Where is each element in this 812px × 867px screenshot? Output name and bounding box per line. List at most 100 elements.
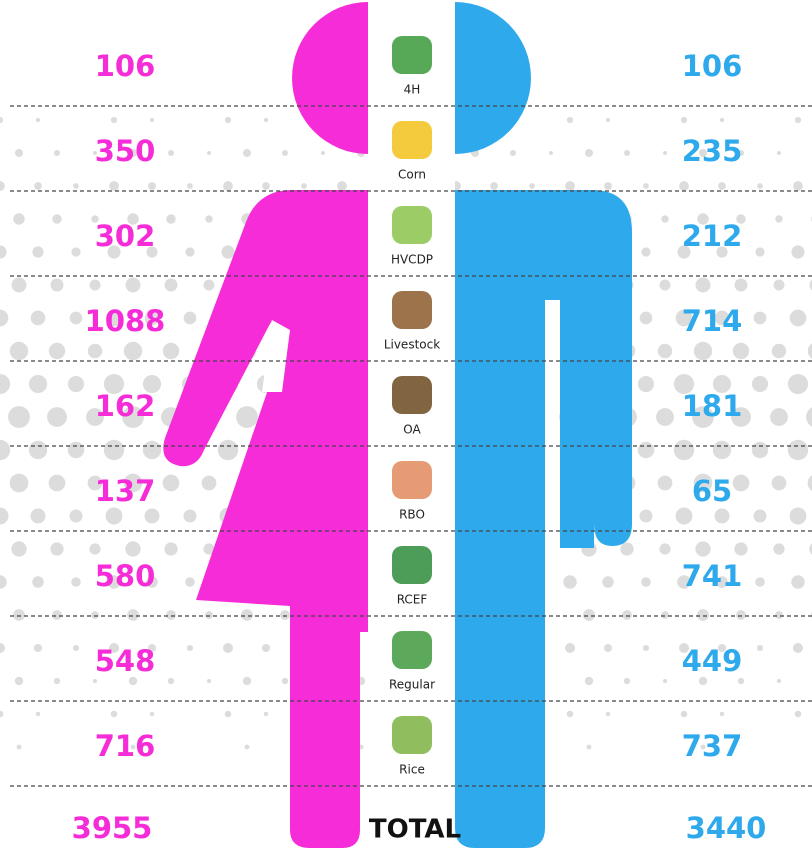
dot: [584, 676, 594, 686]
dot: [206, 150, 212, 156]
dot: [281, 677, 289, 685]
dot: [753, 509, 767, 523]
dot: [643, 183, 649, 189]
dot: [263, 117, 269, 123]
dot: [103, 439, 125, 461]
program-label: HVCDP: [391, 253, 433, 267]
dot: [693, 473, 713, 493]
female-count: 106: [95, 49, 156, 83]
female-count: 548: [95, 644, 156, 678]
dot: [771, 475, 787, 491]
dot: [142, 374, 162, 394]
dot: [71, 247, 81, 257]
dot: [13, 609, 25, 621]
dot: [108, 642, 120, 654]
dot: [700, 744, 706, 750]
dot: [34, 182, 42, 190]
male-count: 714: [682, 304, 743, 338]
dot: [241, 609, 253, 621]
dot: [583, 609, 595, 621]
dot: [127, 609, 139, 621]
dot: [662, 678, 668, 684]
dot: [162, 342, 180, 360]
dot: [281, 149, 289, 157]
dot: [203, 543, 215, 555]
dot: [714, 508, 730, 524]
dot: [146, 576, 158, 588]
dot: [107, 245, 121, 259]
dot: [128, 148, 138, 158]
dot: [263, 711, 269, 717]
dot: [110, 710, 118, 718]
dot: [73, 183, 79, 189]
dot: [719, 117, 725, 123]
dot: [149, 117, 155, 123]
dot: [53, 149, 61, 157]
dot: [0, 373, 11, 395]
dot: [734, 542, 748, 556]
dot: [773, 543, 785, 555]
dot: [223, 181, 233, 191]
icon: [392, 291, 432, 329]
dot: [89, 543, 101, 555]
dot: [659, 279, 671, 291]
icon: [392, 631, 432, 669]
dot: [92, 678, 98, 684]
dot: [566, 710, 574, 718]
dot: [167, 149, 175, 157]
dot: [776, 150, 782, 156]
dot: [714, 310, 730, 326]
dot: [623, 677, 631, 685]
male-total: 3440: [686, 811, 767, 845]
female-count: 302: [95, 219, 156, 253]
dot: [677, 245, 691, 259]
dot: [737, 677, 745, 685]
dot: [146, 246, 158, 258]
dot: [732, 342, 750, 360]
dot: [185, 577, 195, 587]
dot: [35, 117, 41, 123]
dot: [32, 576, 44, 588]
dot: [0, 245, 7, 259]
female-count: 137: [95, 474, 156, 508]
dot: [794, 710, 802, 718]
dot: [675, 507, 693, 525]
dot: [809, 279, 812, 291]
dot: [144, 310, 160, 326]
dot: [32, 246, 44, 258]
dot: [755, 247, 765, 257]
dot: [662, 150, 668, 156]
dot: [757, 183, 763, 189]
dot: [604, 182, 612, 190]
dot: [205, 611, 213, 619]
dot: [224, 116, 232, 124]
male-count: 65: [692, 474, 732, 508]
dot: [11, 277, 27, 293]
dot: [33, 643, 43, 653]
dot: [771, 343, 787, 359]
dot: [753, 311, 767, 325]
program-label: Regular: [389, 678, 435, 692]
dot: [657, 343, 673, 359]
dot: [67, 441, 85, 459]
dot: [166, 610, 176, 620]
dot: [262, 182, 270, 190]
dot: [639, 509, 653, 523]
dot: [147, 643, 157, 653]
program-label: OA: [403, 423, 421, 437]
dot: [201, 475, 217, 491]
female-count: 716: [95, 729, 156, 763]
male-count: 212: [682, 219, 743, 253]
dot: [789, 507, 807, 525]
dot: [695, 541, 711, 557]
dot: [30, 310, 46, 326]
dot: [692, 406, 714, 428]
dot: [224, 710, 232, 718]
dot: [9, 473, 29, 493]
dot: [737, 149, 745, 157]
dot: [183, 509, 197, 523]
dot: [261, 643, 271, 653]
dot: [244, 744, 250, 750]
total-label: TOTAL: [369, 815, 461, 845]
dot: [166, 214, 176, 224]
